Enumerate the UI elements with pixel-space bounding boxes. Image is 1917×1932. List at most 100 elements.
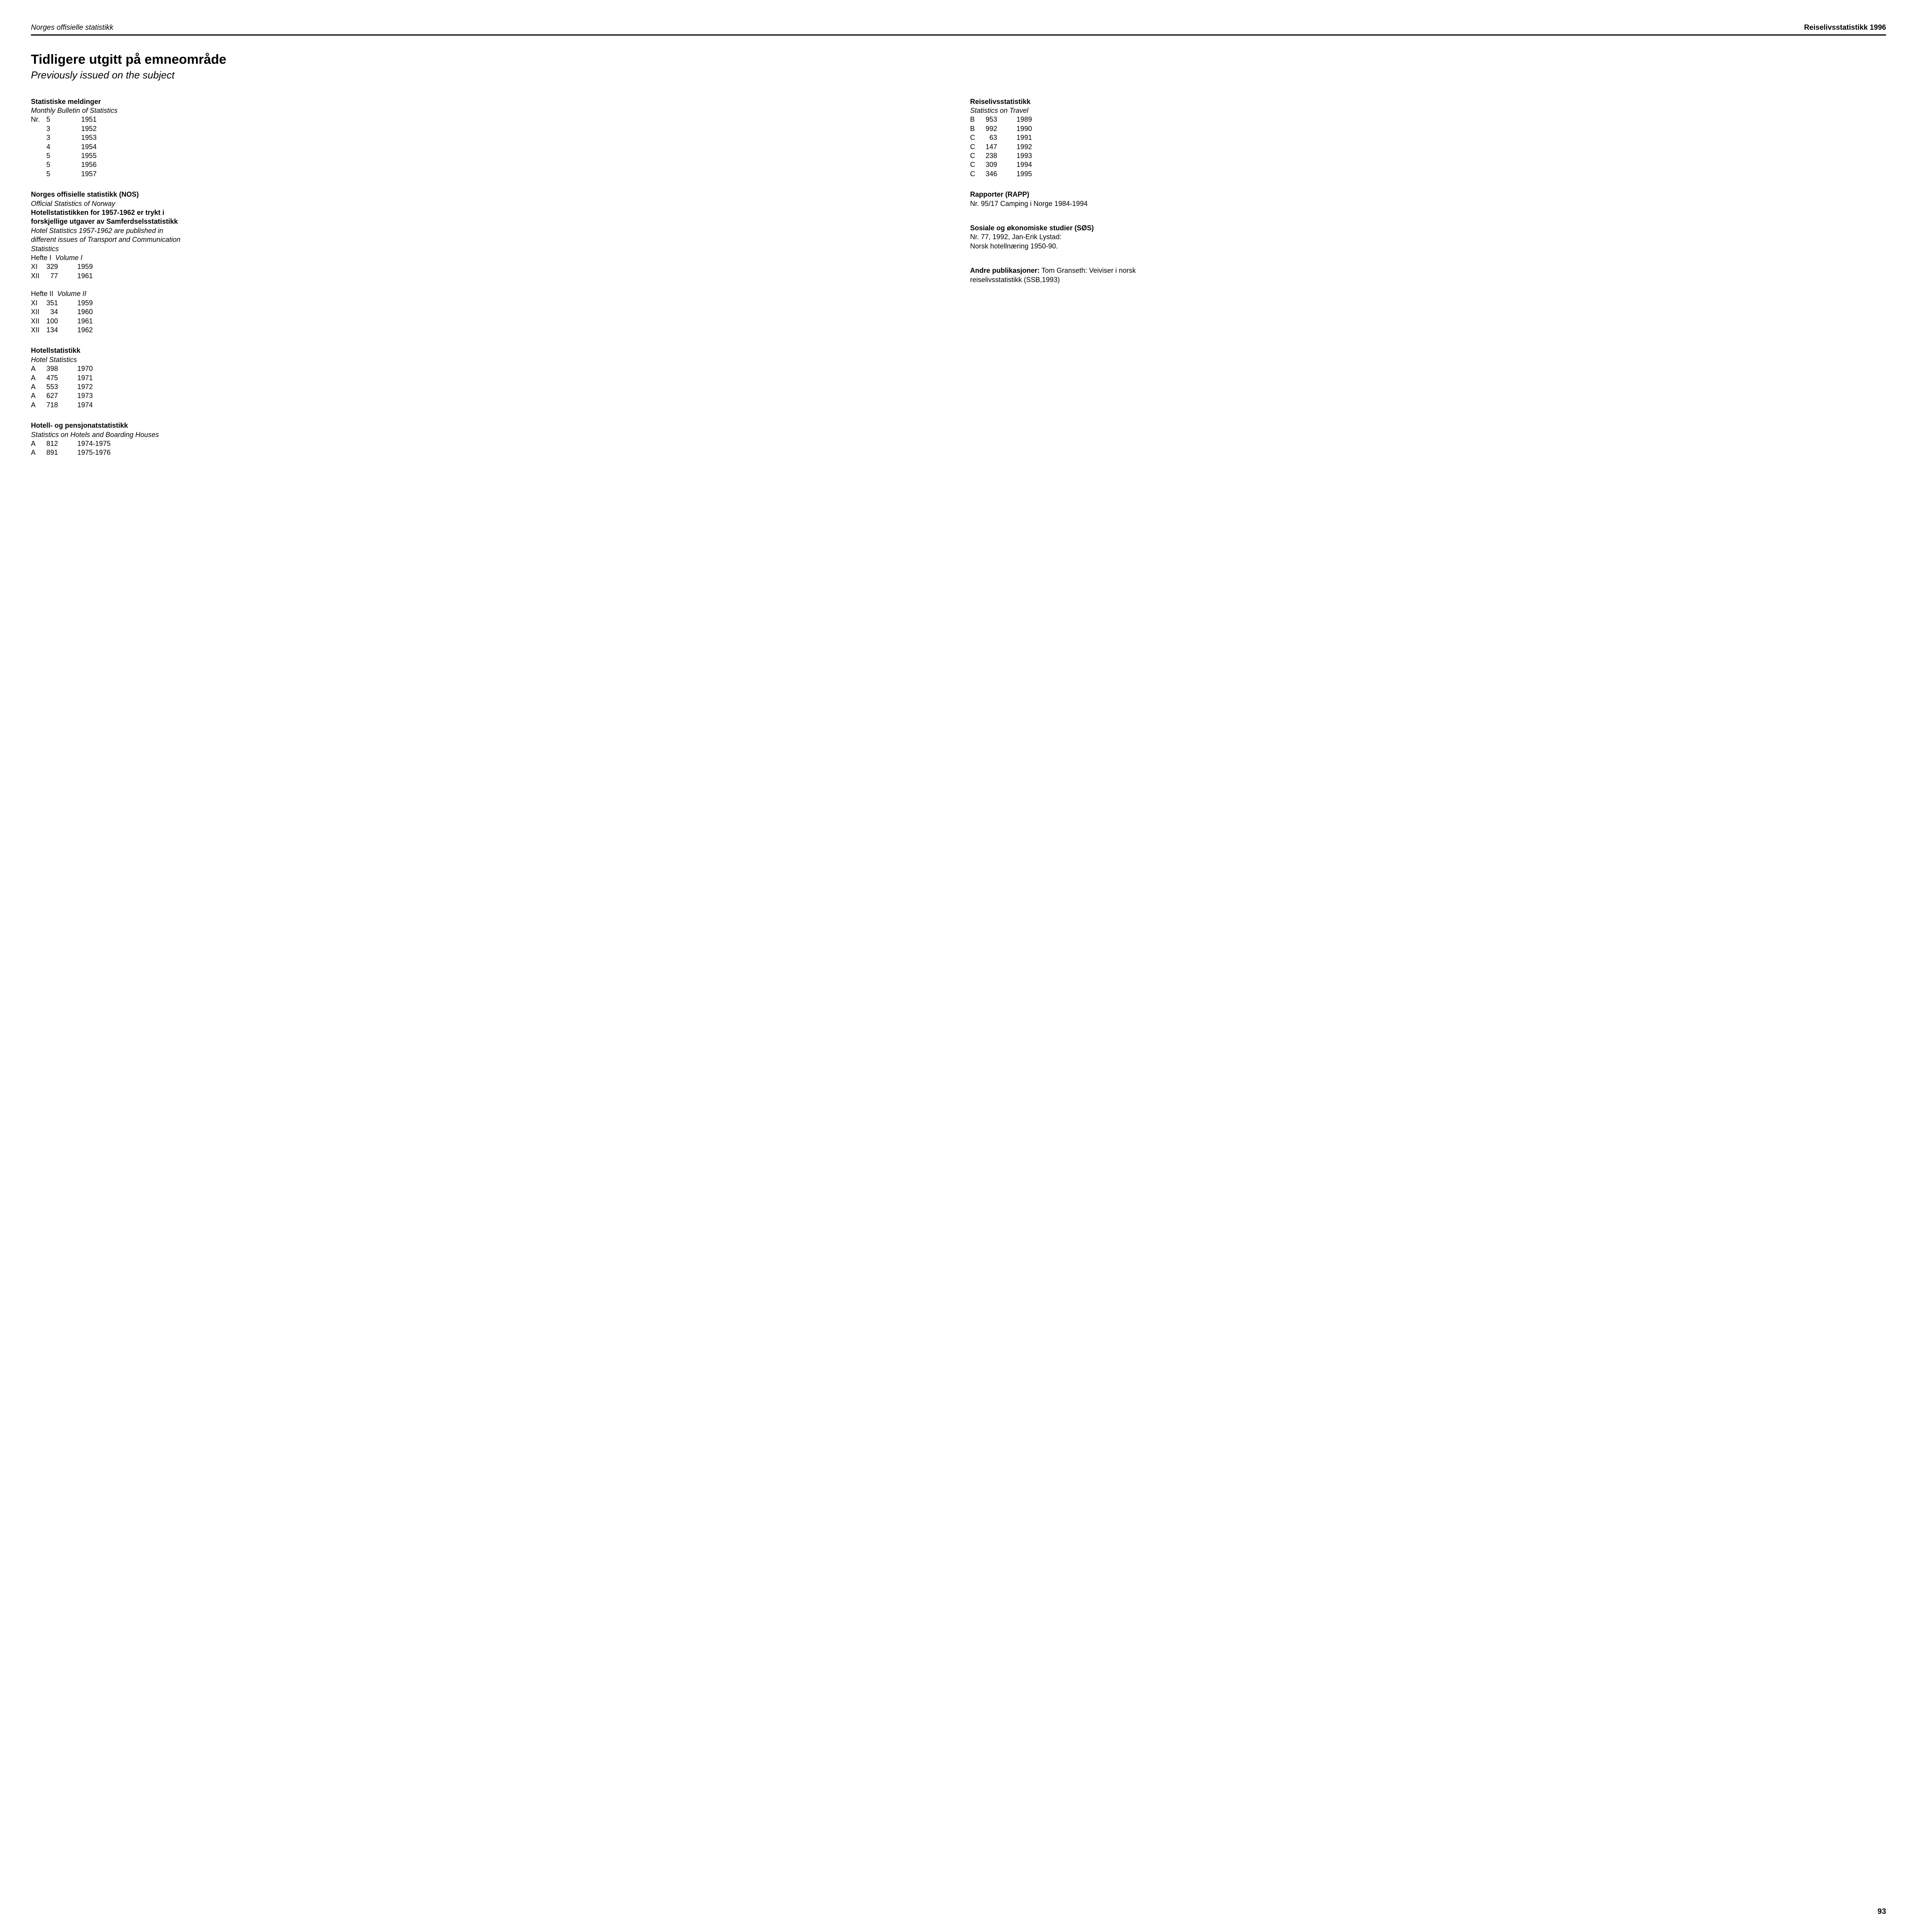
cell: 1959	[77, 262, 100, 271]
header-right: Reiselivsstatistikk 1996	[1804, 23, 1886, 33]
cell: 1972	[77, 383, 100, 391]
cell: 992	[986, 124, 1016, 133]
cell: XII	[31, 317, 46, 326]
table-row: C631991	[970, 133, 1040, 142]
andre-line: reiselivsstatistikk (SSB,1993)	[970, 276, 1886, 284]
cell: 77	[46, 272, 77, 281]
cell: 953	[986, 115, 1016, 124]
section-subtitle: Statistics on Hotels and Boarding Houses	[31, 430, 947, 439]
cell: 134	[46, 326, 77, 335]
cell: XII	[31, 326, 46, 335]
section-rapporter: Rapporter (RAPP) Nr. 95/17 Camping i Nor…	[970, 190, 1886, 208]
cell: 5	[46, 151, 81, 160]
cell: 34	[46, 308, 77, 316]
cell: 1953	[81, 133, 104, 142]
section-statistiske-meldinger: Statistiske meldinger Monthly Bulletin o…	[31, 97, 947, 179]
cell	[31, 124, 46, 133]
cell	[31, 133, 46, 142]
andre-line: Andre publikasjoner: Tom Granseth: Veivi…	[970, 266, 1886, 275]
table-row: XI3511959	[31, 299, 100, 308]
cell: 1960	[77, 308, 100, 316]
cell: 1992	[1016, 143, 1040, 151]
table-row: XI3291959	[31, 262, 100, 271]
table-hotell-pensjonat: A8121974-1975A8911975-1976	[31, 439, 115, 457]
cell: A	[31, 383, 46, 391]
cell: 1993	[1016, 151, 1040, 160]
hefte-text: Hefte I	[31, 254, 51, 262]
table-row: 31952	[31, 124, 104, 133]
cell: 5	[46, 115, 81, 124]
cell: 1971	[77, 374, 100, 383]
cell: Nr.	[31, 115, 46, 124]
table-hotellstat: A3981970A4751971A5531972A6271973A7181974	[31, 364, 100, 410]
nos-bold-line: Hotellstatistikken for 1957-1962 er tryk…	[31, 208, 947, 217]
table-row: A7181974	[31, 401, 100, 410]
cell: XII	[31, 308, 46, 316]
left-column: Statistiske meldinger Monthly Bulletin o…	[31, 97, 947, 469]
table-row: 51956	[31, 160, 104, 169]
cell: 1974	[77, 401, 100, 410]
cell: 475	[46, 374, 77, 383]
cell: 1994	[1016, 160, 1040, 169]
section-andre-publikasjoner: Andre publikasjoner: Tom Granseth: Veivi…	[970, 266, 1886, 284]
cell: 398	[46, 364, 77, 373]
table-row: C3461995	[970, 170, 1040, 179]
cell: A	[31, 401, 46, 410]
cell: 5	[46, 160, 81, 169]
cell: A	[31, 374, 46, 383]
cell: 3	[46, 124, 81, 133]
cell: 1990	[1016, 124, 1040, 133]
cell: 1961	[77, 272, 100, 281]
table-row: B9531989	[970, 115, 1040, 124]
table-stat-meld: Nr.51951319523195341954519555195651957	[31, 115, 104, 179]
section-hotell-pensjonat: Hotell- og pensjonatstatistikk Statistic…	[31, 421, 947, 457]
table-row: XII1001961	[31, 317, 100, 326]
cell: 1991	[1016, 133, 1040, 142]
table-row: 51955	[31, 151, 104, 160]
cell: B	[970, 124, 986, 133]
section-title: Rapporter (RAPP)	[970, 190, 1886, 199]
table-row: A5531972	[31, 383, 100, 391]
cell: 5	[46, 170, 81, 179]
section-title: Statistiske meldinger	[31, 97, 947, 106]
cell	[31, 151, 46, 160]
table-row: A3981970	[31, 364, 100, 373]
hefte-text: Hefte II	[31, 290, 53, 298]
table-row: 31953	[31, 133, 104, 142]
hefte-label: Hefte II Volume II	[31, 289, 947, 298]
section-reiselivsstatistikk: Reiselivsstatistikk Statistics on Travel…	[970, 97, 1886, 179]
section-title: Norges offisielle statistikk (NOS)	[31, 190, 947, 199]
cell: C	[970, 143, 986, 151]
right-column: Reiselivsstatistikk Statistics on Travel…	[970, 97, 1886, 469]
section-title: Hotellstatistikk	[31, 346, 947, 355]
cell: 1989	[1016, 115, 1040, 124]
table-row: XII1341962	[31, 326, 100, 335]
cell: 329	[46, 262, 77, 271]
table-row: C3091994	[970, 160, 1040, 169]
section-hotellstatistikk: Hotellstatistikk Hotel Statistics A39819…	[31, 346, 947, 410]
cell: 891	[46, 448, 77, 457]
section-nos: Norges offisielle statistikk (NOS) Offic…	[31, 190, 947, 335]
table-row: XII341960	[31, 308, 100, 316]
rapporter-line: Nr. 95/17 Camping i Norge 1984-1994	[970, 199, 1886, 208]
cell: 1970	[77, 364, 100, 373]
cell: 147	[986, 143, 1016, 151]
table-hefte1: XI3291959XII771961	[31, 262, 100, 281]
page-subtitle: Previously issued on the subject	[31, 69, 1886, 82]
hefte-italic: Volume I	[55, 254, 82, 262]
table-row: C2381993	[970, 151, 1040, 160]
cell: 1974-1975	[77, 439, 115, 448]
table-row: A8121974-1975	[31, 439, 115, 448]
table-row: C1471992	[970, 143, 1040, 151]
sos-line: Nr. 77, 1992, Jan-Erik Lystad:	[970, 233, 1886, 242]
cell: C	[970, 133, 986, 142]
cell: XII	[31, 272, 46, 281]
section-title: Sosiale og økonomiske studier (SØS)	[970, 224, 1886, 233]
page-header: Norges offisielle statistikk Reiselivsst…	[31, 23, 1886, 36]
cell: 1957	[81, 170, 104, 179]
cell: 346	[986, 170, 1016, 179]
sos-line: Norsk hotellnæring 1950-90.	[970, 242, 1886, 251]
cell: 309	[986, 160, 1016, 169]
nos-italic-line: different issues of Transport and Commun…	[31, 235, 947, 244]
hefte-label: Hefte I Volume I	[31, 253, 947, 262]
